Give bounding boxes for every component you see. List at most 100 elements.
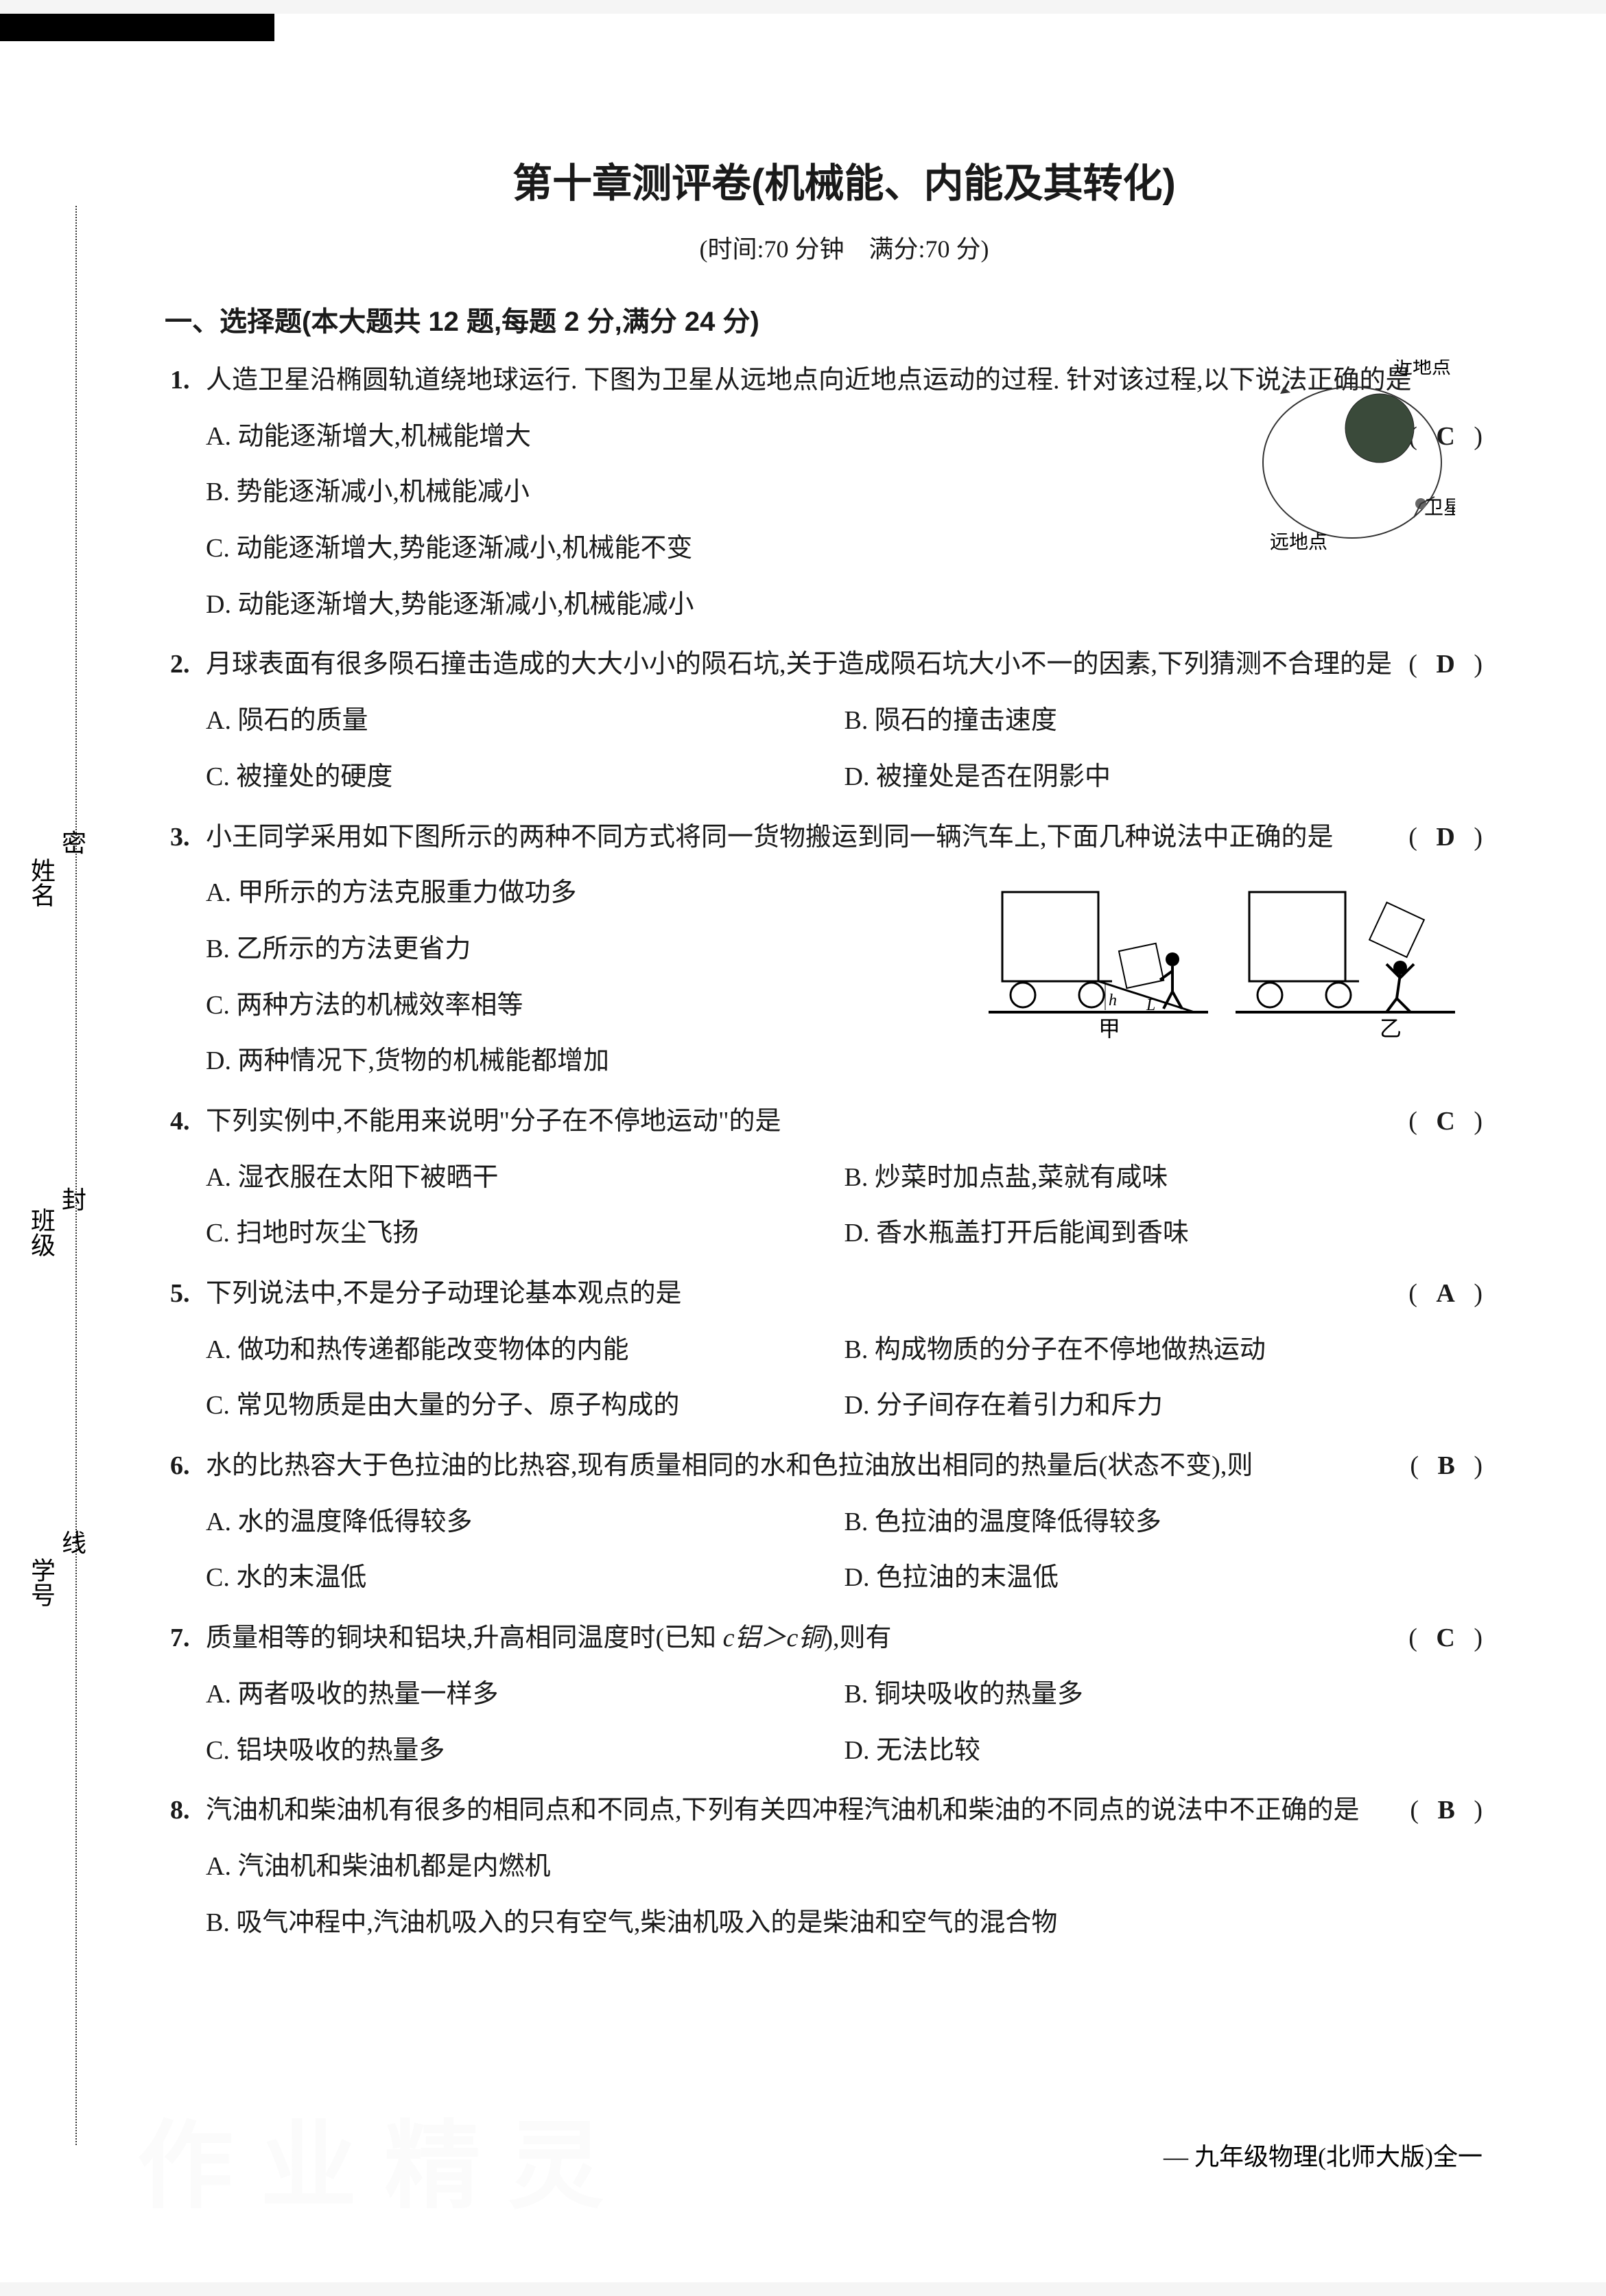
q4-answer-box: ( C ) (1408, 1094, 1483, 1150)
binding-char-xian: 线 (62, 1523, 86, 1559)
q7-opt-c: C. 铝块吸收的热量多 (206, 1723, 845, 1779)
question-3: 3. 小王同学采用如下图所示的两种不同方式将同一货物搬运到同一辆汽车上,下面几种… (206, 810, 1483, 1090)
q6-answer: B (1425, 1451, 1467, 1480)
left-binding-margin: 密 姓名 封 班级 线 学号 (0, 14, 192, 2282)
svg-text:h: h (1109, 992, 1117, 1009)
q8-answer: B (1425, 1796, 1467, 1825)
q4-opt-a: A. 湿衣服在太阳下被晒干 (206, 1150, 845, 1206)
question-8: 8. 汽油机和柴油机有很多的相同点和不同点,下列有关四冲程汽油机和柴油的不同点的… (206, 1783, 1483, 1951)
binding-char-feng: 封 (62, 1180, 86, 1216)
question-6: 6. 水的比热容大于色拉油的比热容,现有质量相同的水和色拉油放出相同的热量后(状… (206, 1438, 1483, 1606)
q7-formula: c铝＞c铜 (723, 1624, 825, 1652)
q6-text: 水的比热容大于色拉油的比热容,现有质量相同的水和色拉油放出相同的热量后(状态不变… (206, 1438, 1483, 1495)
q1-number: 1. (170, 353, 190, 409)
q1-opt-d: D. 动能逐渐增大,势能逐渐减小,机械能减小 (206, 577, 1483, 633)
q2-opt-c: C. 被撞处的硬度 (206, 749, 845, 806)
question-7: 7. 质量相等的铜块和铝块,升高相同温度时(已知 c铝＞c铜),则有 ( C )… (206, 1610, 1483, 1779)
q4-opt-b: B. 炒菜时加点盐,菜就有咸味 (845, 1150, 1483, 1206)
question-5: 5. 下列说法中,不是分子动理论基本观点的是 ( A ) A. 做功和热传递都能… (206, 1266, 1483, 1434)
q3-answer: D (1424, 823, 1467, 852)
svg-text:甲: 甲 (1098, 1016, 1120, 1041)
q6-answer-box: ( B ) (1410, 1438, 1483, 1495)
page-footer: — 九年级物理(北师大版)全一 (1164, 2137, 1483, 2172)
q2-opt-b: B. 陨石的撞击速度 (845, 693, 1483, 749)
q4-opt-c: C. 扫地时灰尘飞扬 (206, 1206, 845, 1262)
svg-text:乙: 乙 (1380, 1016, 1402, 1041)
binding-dotted-line (75, 206, 77, 2145)
q8-opt-a: A. 汽油机和柴油机都是内燃机 (206, 1839, 1483, 1895)
q7-stem-post: ),则有 (824, 1624, 891, 1652)
q7-text: 质量相等的铜块和铝块,升高相同温度时(已知 c铝＞c铜),则有 ( C ) (206, 1610, 1483, 1667)
binding-label-id: 学号 (23, 1558, 59, 1607)
section-1-header: 一、选择题(本大题共 12 题,每题 2 分,满分 24 分) (165, 299, 1483, 339)
q3-truck-diagram: h L 甲 乙 (989, 865, 1455, 1043)
question-4: 4. 下列实例中,不能用来说明"分子在不停地运动"的是 ( C ) A. 湿衣服… (206, 1094, 1483, 1262)
q5-opt-b: B. 构成物质的分子在不停地做热运动 (845, 1322, 1483, 1379)
q2-opt-a: A. 陨石的质量 (206, 693, 845, 749)
truck-svg: h L 甲 乙 (989, 865, 1455, 1043)
label-sat: 卫星 (1424, 497, 1455, 519)
q7-opt-d: D. 无法比较 (845, 1723, 1483, 1779)
label-near: 近地点 (1393, 360, 1451, 378)
q2-stem: 月球表面有很多陨石撞击造成的大大小小的陨石坑,关于造成陨石坑大小不一的因素,下列… (206, 650, 1392, 679)
q4-text: 下列实例中,不能用来说明"分子在不停地运动"的是 ( C ) (206, 1094, 1483, 1150)
q3-stem: 小王同学采用如下图所示的两种不同方式将同一货物搬运到同一辆汽车上,下面几种说法中… (206, 823, 1334, 852)
q6-opt-c: C. 水的末温低 (206, 1550, 845, 1606)
q5-opt-d: D. 分子间存在着引力和斥力 (845, 1378, 1483, 1434)
q8-text: 汽油机和柴油机有很多的相同点和不同点,下列有关四冲程汽油机和柴油的不同点的说法中… (206, 1783, 1483, 1839)
question-2: 2. 月球表面有很多陨石撞击造成的大大小小的陨石坑,关于造成陨石坑大小不一的因素… (206, 637, 1483, 805)
question-1: 1. 人造卫星沿椭圆轨道绕地球运行. 下图为卫星从远地点向近地点运动的过程. 针… (206, 353, 1483, 633)
q4-number: 4. (170, 1094, 190, 1150)
q7-options: A. 两者吸收的热量一样多 B. 铜块吸收的热量多 C. 铝块吸收的热量多 D.… (206, 1667, 1483, 1779)
q7-answer-box: ( C ) (1408, 1610, 1483, 1667)
q5-opt-a: A. 做功和热传递都能改变物体的内能 (206, 1322, 845, 1379)
q4-answer: C (1424, 1107, 1467, 1136)
label-far: 远地点 (1270, 531, 1327, 552)
q6-opt-b: B. 色拉油的温度降低得较多 (845, 1495, 1483, 1551)
content-area: 第十章测评卷(机械能、内能及其转化) (时间:70 分钟 满分:70 分) 一、… (192, 14, 1606, 2282)
q6-opt-a: A. 水的温度降低得较多 (206, 1495, 845, 1551)
page-title: 第十章测评卷(机械能、内能及其转化) (206, 151, 1483, 209)
q5-stem: 下列说法中,不是分子动理论基本观点的是 (206, 1279, 682, 1308)
q4-stem: 下列实例中,不能用来说明"分子在不停地运动"的是 (206, 1107, 781, 1136)
binding-area (69, 206, 82, 2145)
q2-answer-box: ( D ) (1408, 637, 1483, 693)
q5-opt-c: C. 常见物质是由大量的分子、原子构成的 (206, 1378, 845, 1434)
q6-opt-d: D. 色拉油的末温低 (845, 1550, 1483, 1606)
q7-opt-b: B. 铜块吸收的热量多 (845, 1667, 1483, 1723)
q1-orbit-diagram: 近地点 卫星 远地点 (1249, 360, 1455, 552)
q8-number: 8. (170, 1783, 190, 1839)
binding-label-class: 班级 (23, 1208, 59, 1257)
q2-opt-d: D. 被撞处是否在阴影中 (845, 749, 1483, 806)
q2-options: A. 陨石的质量 B. 陨石的撞击速度 C. 被撞处的硬度 D. 被撞处是否在阴… (206, 693, 1483, 805)
q8-answer-box: ( B ) (1410, 1783, 1483, 1839)
q4-options: A. 湿衣服在太阳下被晒干 B. 炒菜时加点盐,菜就有咸味 C. 扫地时灰尘飞扬… (206, 1150, 1483, 1262)
q5-options: A. 做功和热传递都能改变物体的内能 B. 构成物质的分子在不停地做热运动 C.… (206, 1322, 1483, 1434)
q3-text: 小王同学采用如下图所示的两种不同方式将同一货物搬运到同一辆汽车上,下面几种说法中… (206, 810, 1483, 866)
q8-opt-b: B. 吸气冲程中,汽油机吸入的只有空气,柴油机吸入的是柴油和空气的混合物 (206, 1895, 1483, 1952)
q6-options: A. 水的温度降低得较多 B. 色拉油的温度降低得较多 C. 水的末温低 D. … (206, 1495, 1483, 1606)
q4-opt-d: D. 香水瓶盖打开后能闻到香味 (845, 1206, 1483, 1262)
q2-text: 月球表面有很多陨石撞击造成的大大小小的陨石坑,关于造成陨石坑大小不一的因素,下列… (206, 637, 1483, 693)
binding-label-name: 姓名 (23, 858, 59, 907)
q6-stem: 水的比热容大于色拉油的比热容,现有质量相同的水和色拉油放出相同的热量后(状态不变… (206, 1451, 1253, 1480)
q5-answer: A (1424, 1279, 1467, 1308)
q7-opt-a: A. 两者吸收的热量一样多 (206, 1667, 845, 1723)
q6-number: 6. (170, 1438, 190, 1495)
q7-number: 7. (170, 1610, 190, 1667)
watermark: 作业精灵 (137, 2089, 631, 2227)
q2-answer: D (1424, 650, 1467, 679)
q7-answer: C (1424, 1624, 1467, 1652)
q8-stem: 汽油机和柴油机有很多的相同点和不同点,下列有关四冲程汽油机和柴油的不同点的说法中… (206, 1796, 1360, 1825)
q2-number: 2. (170, 637, 190, 693)
q5-text: 下列说法中,不是分子动理论基本观点的是 ( A ) (206, 1266, 1483, 1322)
q7-stem-pre: 质量相等的铜块和铝块,升高相同温度时(已知 (206, 1624, 723, 1652)
page-subtitle: (时间:70 分钟 满分:70 分) (206, 229, 1483, 265)
exam-page: 密 姓名 封 班级 线 学号 第十章测评卷(机械能、内能及其转化) (时间:70… (0, 14, 1606, 2282)
svg-text:L: L (1146, 996, 1155, 1014)
q1-stem: 人造卫星沿椭圆轨道绕地球运行. 下图为卫星从远地点向近地点运动的过程. 针对该过… (206, 366, 1412, 395)
q5-answer-box: ( A ) (1408, 1266, 1483, 1322)
q8-options: A. 汽油机和柴油机都是内燃机 B. 吸气冲程中,汽油机吸入的只有空气,柴油机吸… (206, 1839, 1483, 1951)
q5-number: 5. (170, 1266, 190, 1322)
binding-char-mi: 密 (62, 823, 86, 859)
